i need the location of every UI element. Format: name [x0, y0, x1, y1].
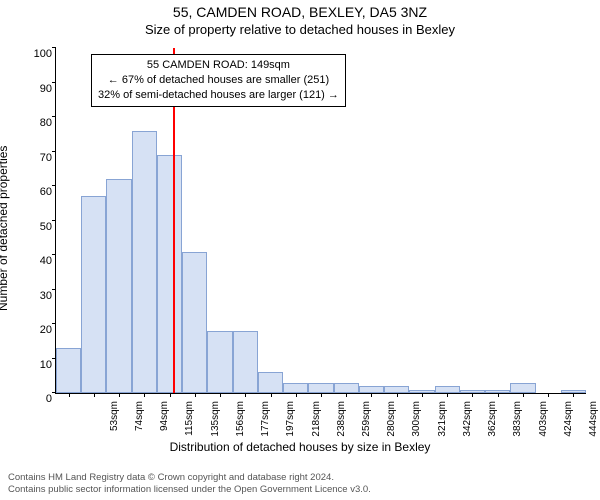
x-tick-label: 280sqm [386, 401, 397, 443]
annotation-line1: 55 CAMDEN ROAD: 149sqm [98, 58, 339, 73]
histogram-bar [283, 383, 308, 393]
x-tick-label: 383sqm [512, 401, 523, 443]
x-axis-label: Distribution of detached houses by size … [0, 440, 600, 454]
x-tick-mark [94, 393, 95, 397]
histogram-bar [435, 386, 460, 393]
y-tick-mark [52, 254, 56, 255]
chart-title-main: 55, CAMDEN ROAD, BEXLEY, DA5 3NZ [0, 4, 600, 20]
y-tick-label: 100 [24, 48, 52, 60]
x-tick-label: 321sqm [437, 401, 448, 443]
histogram-bar [308, 383, 333, 393]
histogram-bar [258, 372, 283, 393]
histogram-bar [157, 155, 182, 393]
y-tick-label: 10 [24, 359, 52, 371]
y-axis-label: Number of detached properties [0, 145, 10, 310]
histogram-bar [106, 179, 131, 393]
x-tick-label: 238sqm [336, 401, 347, 443]
x-tick-label: 156sqm [235, 401, 246, 443]
x-tick-label: 94sqm [159, 401, 170, 443]
x-tick-mark [371, 393, 372, 397]
y-tick-mark [52, 151, 56, 152]
y-tick-label: 60 [24, 186, 52, 198]
x-tick-mark [573, 393, 574, 397]
y-tick-label: 20 [24, 324, 52, 336]
y-tick-label: 30 [24, 290, 52, 302]
footer-line2: Contains public sector information licen… [8, 484, 371, 496]
histogram-bar [384, 386, 409, 393]
x-tick-label: 197sqm [285, 401, 296, 443]
x-tick-label: 300sqm [411, 401, 422, 443]
histogram-bar [359, 386, 384, 393]
x-tick-mark [523, 393, 524, 397]
x-tick-mark [346, 393, 347, 397]
y-tick-mark [52, 289, 56, 290]
annotation-line3: 32% of semi-detached houses are larger (… [98, 88, 339, 103]
x-tick-mark [397, 393, 398, 397]
histogram-bar [233, 331, 258, 393]
x-tick-label: 115sqm [184, 401, 195, 443]
x-tick-mark [220, 393, 221, 397]
y-tick-label: 40 [24, 255, 52, 267]
y-tick-mark [52, 116, 56, 117]
histogram-bar [334, 383, 359, 393]
footer-line1: Contains HM Land Registry data © Crown c… [8, 472, 371, 484]
x-tick-label: 53sqm [109, 401, 120, 443]
y-tick-label: 50 [24, 221, 52, 233]
chart-title-sub: Size of property relative to detached ho… [0, 22, 600, 37]
x-tick-mark [69, 393, 70, 397]
y-tick-mark [52, 82, 56, 83]
x-tick-label: 342sqm [462, 401, 473, 443]
x-tick-mark [296, 393, 297, 397]
x-tick-label: 403sqm [538, 401, 549, 443]
y-tick-label: 90 [24, 83, 52, 95]
histogram-bar [81, 196, 106, 393]
x-tick-label: 135sqm [210, 401, 221, 443]
annotation-line2: ← 67% of detached houses are smaller (25… [98, 73, 339, 88]
x-tick-label: 177sqm [260, 401, 271, 443]
y-tick-mark [52, 185, 56, 186]
x-tick-label: 218sqm [311, 401, 322, 443]
x-tick-mark [170, 393, 171, 397]
x-tick-mark [245, 393, 246, 397]
x-tick-mark [144, 393, 145, 397]
plot-area: 55 CAMDEN ROAD: 149sqm ← 67% of detached… [55, 48, 586, 394]
y-tick-label: 80 [24, 117, 52, 129]
x-tick-label: 444sqm [588, 401, 599, 443]
x-tick-mark [447, 393, 448, 397]
x-tick-mark [548, 393, 549, 397]
x-tick-label: 74sqm [134, 401, 145, 443]
x-tick-mark [472, 393, 473, 397]
y-tick-mark [52, 323, 56, 324]
histogram-bar [207, 331, 232, 393]
footer-attribution: Contains HM Land Registry data © Crown c… [8, 472, 371, 496]
x-tick-mark [498, 393, 499, 397]
x-tick-mark [422, 393, 423, 397]
x-tick-mark [321, 393, 322, 397]
x-tick-label: 259sqm [361, 401, 372, 443]
y-tick-label: 70 [24, 152, 52, 164]
histogram-bar [182, 252, 207, 393]
y-tick-mark [52, 220, 56, 221]
histogram-bar [510, 383, 535, 393]
x-tick-label: 362sqm [487, 401, 498, 443]
x-tick-mark [195, 393, 196, 397]
histogram-bar [132, 131, 157, 393]
histogram-bar [56, 348, 81, 393]
chart-container: 55, CAMDEN ROAD, BEXLEY, DA5 3NZ Size of… [0, 0, 600, 500]
x-tick-mark [271, 393, 272, 397]
y-tick-label: 0 [24, 393, 52, 405]
x-tick-mark [119, 393, 120, 397]
x-tick-label: 424sqm [563, 401, 574, 443]
y-tick-mark [52, 47, 56, 48]
annotation-box: 55 CAMDEN ROAD: 149sqm ← 67% of detached… [91, 54, 346, 107]
